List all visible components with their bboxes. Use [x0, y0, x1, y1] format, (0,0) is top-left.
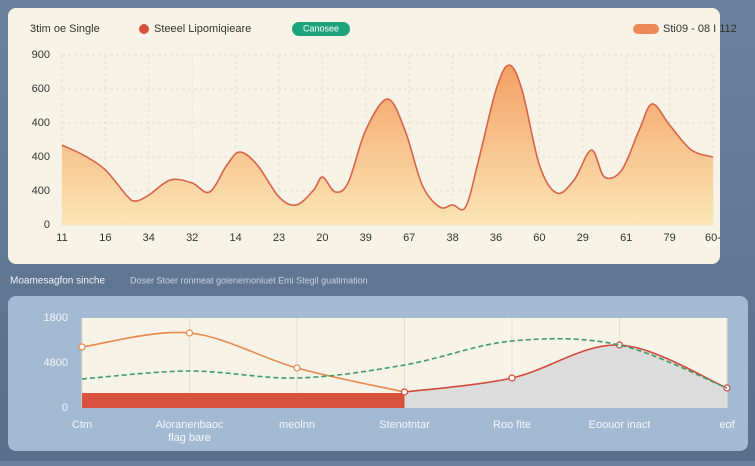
x-tick-label: 38	[446, 232, 458, 244]
area	[62, 65, 713, 225]
x-tick-label: 60	[533, 232, 545, 244]
x-tick-label: 11	[56, 232, 67, 244]
legend-label: Sti09 - 08 I 112	[663, 23, 737, 35]
button[interactable]	[292, 22, 350, 36]
x-tick-label: 14	[229, 232, 241, 244]
line	[61, 64, 714, 211]
y-tick-label: 0	[62, 402, 68, 414]
y-tick-label: 1800	[44, 312, 68, 324]
marker	[508, 374, 516, 382]
x-tick-label: Eoouor inact	[589, 419, 651, 431]
y-tick-label: 0	[44, 219, 50, 231]
y-tick-label: 900	[32, 49, 50, 61]
x-tick-label: 39	[360, 232, 372, 244]
marker	[185, 329, 194, 337]
x-tick-label: Ctm	[72, 419, 92, 431]
y-tick-label: 600	[32, 83, 50, 95]
line	[81, 337, 728, 389]
x-tick-label: 61	[620, 232, 632, 244]
x-tick-label: 23	[273, 232, 285, 244]
legend-dot	[139, 24, 149, 34]
x-tick-label: 20	[316, 232, 328, 244]
bar	[82, 393, 405, 408]
y-tick-label: 400	[32, 185, 50, 197]
marker	[78, 343, 86, 351]
legend-label: Steeel Lipomiqieare	[154, 23, 251, 35]
x-tick-label: 36	[490, 232, 502, 244]
section-title: Moamesagfon sinche	[10, 276, 105, 287]
x-tick-label: 32	[186, 232, 198, 244]
x-tick-label: meolnn	[279, 419, 315, 431]
x-tick-label: Roo fite	[493, 419, 531, 431]
section-subtitle: Doser Stoer ronmeat goienernoniuet Emi S…	[130, 275, 368, 285]
x-tick-label: 29	[577, 232, 589, 244]
x-tick-label: 67	[403, 232, 415, 244]
x-tick-label: Stenotntar	[379, 419, 430, 431]
button-label[interactable]: Canosee	[303, 23, 339, 33]
marker	[293, 364, 301, 372]
y-tick-label: 400	[32, 151, 50, 163]
y-tick-label: 4800	[44, 357, 68, 369]
marker	[400, 388, 409, 396]
line	[81, 331, 405, 393]
x-tick-label: 79	[663, 232, 675, 244]
x-tick-label: 16	[99, 232, 111, 244]
panel-title: 3tim oe Single	[30, 23, 100, 35]
x-tick-label: eof	[719, 419, 735, 431]
x-tick-label: 34	[143, 232, 155, 244]
x-tick-label: Aloranenbaoc flag bare	[156, 419, 224, 444]
area	[404, 344, 727, 408]
x-tick-label: 60-	[705, 232, 721, 244]
line	[404, 344, 728, 393]
legend-swatch	[633, 24, 659, 34]
y-tick-label: 400	[32, 117, 50, 129]
